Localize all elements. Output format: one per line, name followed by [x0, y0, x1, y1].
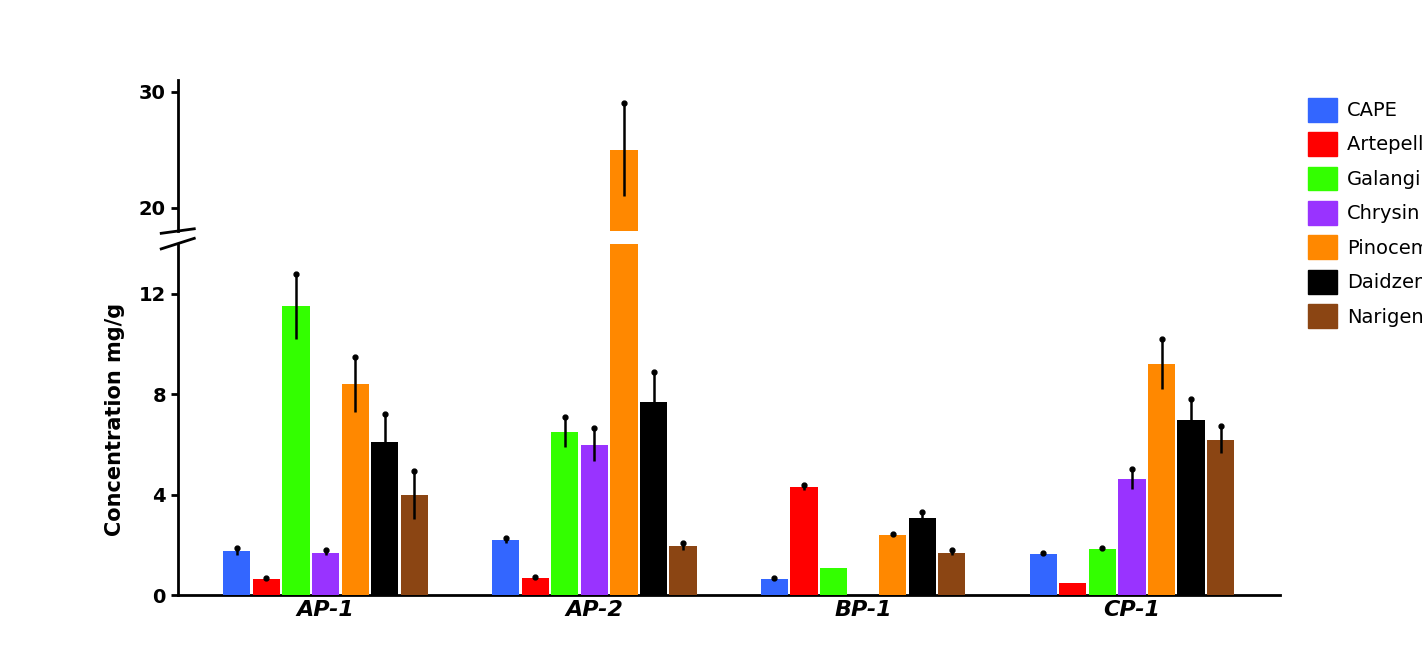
Bar [909, 518, 936, 595]
Bar [1118, 478, 1146, 595]
Bar [879, 535, 906, 595]
Bar [640, 351, 667, 440]
Bar [1207, 440, 1234, 595]
Bar [1207, 368, 1234, 440]
Bar [522, 578, 549, 595]
Legend: CAPE, Artepellin C, Galangin, Chrysin, Pinocembrim, Daidzen, Narigenin: CAPE, Artepellin C, Galangin, Chrysin, P… [1301, 90, 1422, 336]
Bar [670, 547, 697, 595]
Bar [1059, 583, 1086, 595]
Bar [311, 553, 340, 595]
Bar [1059, 434, 1086, 440]
Bar [401, 495, 428, 595]
Y-axis label: Concentration mg/g: Concentration mg/g [105, 303, 125, 536]
Bar [1089, 549, 1116, 595]
Bar [311, 420, 340, 440]
Bar [1118, 386, 1146, 440]
Bar [1089, 418, 1116, 440]
Bar [1030, 554, 1057, 595]
Bar [791, 390, 818, 440]
Bar [879, 412, 906, 440]
Bar [1177, 359, 1204, 440]
Bar [552, 365, 579, 440]
Bar [610, 150, 637, 440]
Bar [791, 487, 818, 595]
Bar [820, 568, 848, 595]
Bar [761, 432, 788, 440]
Bar [580, 370, 609, 440]
Bar [341, 343, 368, 440]
Bar [371, 369, 398, 440]
Bar [371, 442, 398, 595]
Bar [492, 540, 519, 595]
Bar [939, 553, 966, 595]
Bar [223, 551, 250, 595]
Bar [253, 579, 280, 595]
Bar [610, 0, 637, 595]
Bar [283, 306, 310, 595]
Bar [552, 432, 579, 595]
Bar [401, 393, 428, 440]
Bar [1148, 364, 1175, 595]
Bar [341, 384, 368, 595]
Bar [492, 414, 519, 440]
Bar [640, 402, 667, 595]
Bar [522, 432, 549, 440]
Bar [580, 445, 609, 595]
Bar [283, 306, 310, 440]
Bar [820, 427, 848, 440]
Bar [939, 420, 966, 440]
Bar [253, 432, 280, 440]
Bar [223, 419, 250, 440]
Bar [1030, 421, 1057, 440]
Bar [909, 404, 936, 440]
Bar [761, 579, 788, 595]
Bar [1148, 333, 1175, 440]
Bar [670, 417, 697, 440]
Bar [1177, 419, 1204, 595]
